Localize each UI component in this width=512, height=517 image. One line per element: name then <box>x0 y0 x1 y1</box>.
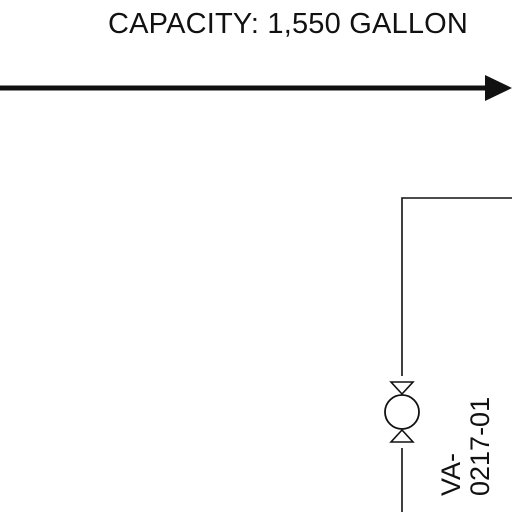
valve-tag-line2: 0217-01 <box>465 396 495 496</box>
capacity-label: CAPACITY: 1,550 GALLON <box>108 8 469 40</box>
flow-arrow <box>0 75 512 101</box>
valve-tag-line1: VA- <box>436 452 466 496</box>
valve-tag: VA- 0217-01 <box>436 396 495 496</box>
gate-valve-icon <box>384 376 420 448</box>
arrowhead-icon <box>485 75 512 101</box>
